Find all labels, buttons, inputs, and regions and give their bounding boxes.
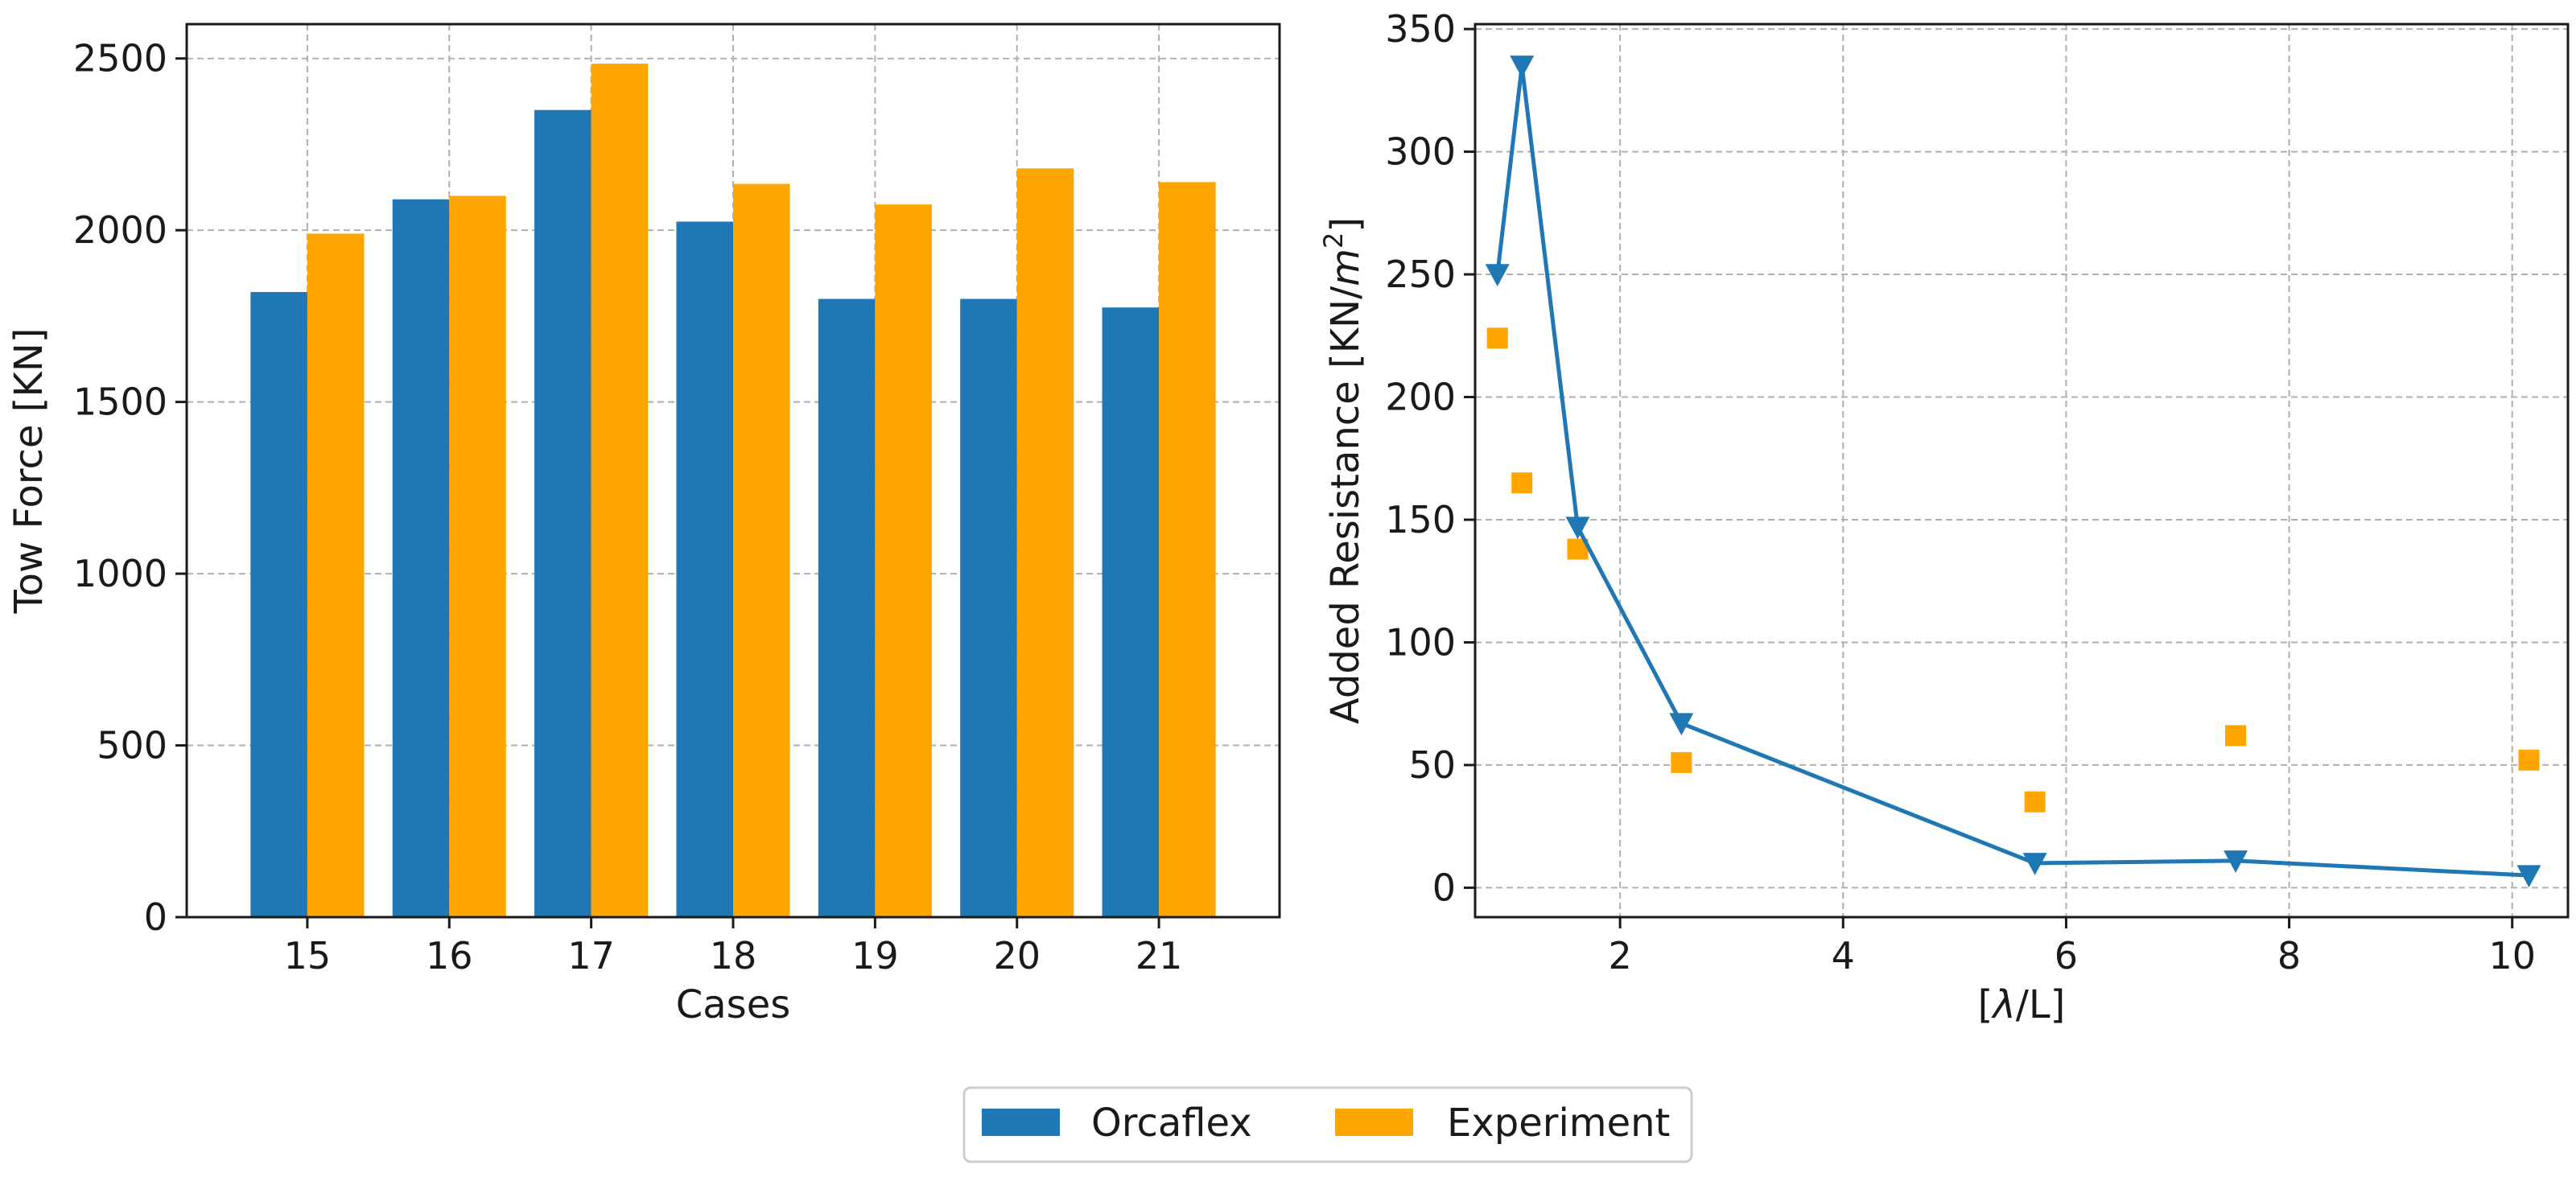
left-x-tick-label: 18 <box>710 934 757 977</box>
bar-experiment-17 <box>591 64 649 917</box>
right-y-tick-label: 150 <box>1385 498 1456 541</box>
bar-experiment-20 <box>1016 168 1074 918</box>
left-x-ticks: 15 16 17 18 19 20 21 <box>284 917 1183 977</box>
left-y-tick-label: 1500 <box>73 381 167 424</box>
right-x-ticks: 2 4 6 8 10 <box>1609 917 2536 977</box>
experiment-point <box>2518 749 2540 771</box>
legend: Orcaflex Experiment <box>962 1086 1693 1163</box>
orcaflex-point <box>1565 516 1590 540</box>
bar-experiment-19 <box>875 204 932 917</box>
right-x-tick-label: 10 <box>2488 934 2536 977</box>
orcaflex-line <box>1495 64 2529 878</box>
left-y-axis-label: Tow Force [KN] <box>6 327 52 614</box>
right-x-tick-label: 4 <box>1832 934 1855 977</box>
experiment-point <box>1486 327 1508 349</box>
bar-orcaflex-19 <box>818 298 876 917</box>
right-y-ticks: 0 50 100 150 200 250 300 350 <box>1385 7 1475 909</box>
bar-experiment-16 <box>449 195 506 917</box>
left-y-tick-label: 2500 <box>73 37 167 80</box>
right-x-label-lambda: λ <box>1990 982 2015 1027</box>
right-x-axis-label: [λ/L] <box>1978 982 2066 1027</box>
orcaflex-point <box>1485 264 1510 287</box>
legend-label-experiment: Experiment <box>1447 1101 1670 1146</box>
right-x-tick-label: 8 <box>2277 934 2301 977</box>
left-y-tick-label: 1000 <box>73 552 167 595</box>
bar-experiment-18 <box>733 183 790 917</box>
right-x-tick-label: 6 <box>2055 934 2078 977</box>
right-y-label-exp: 2 <box>1318 233 1349 249</box>
legend-frame <box>962 1086 1693 1163</box>
orcaflex-point <box>2516 865 2541 888</box>
right-y-axis-label: Added Resistance [KN/m2] <box>1318 217 1368 724</box>
bar-orcaflex-16 <box>392 199 450 917</box>
right-y-tick-label: 100 <box>1385 620 1456 664</box>
right-y-tick-label: 0 <box>1432 866 1456 909</box>
orcaflex-point <box>2224 850 2248 873</box>
right-y-label-main: Added Resistance [KN/ <box>1323 286 1368 724</box>
right-x-tick-label: 2 <box>1609 934 1632 977</box>
left-x-tick-label: 19 <box>851 934 899 977</box>
left-y-tick-label: 500 <box>97 724 167 768</box>
orcaflex-point <box>2022 853 2047 875</box>
left-x-axis-label: Cases <box>676 982 790 1027</box>
right-grid <box>1475 24 2568 917</box>
bar-orcaflex-21 <box>1102 307 1160 917</box>
right-y-label-close: ] <box>1323 217 1368 233</box>
right-y-label-m: m <box>1323 249 1368 286</box>
left-x-tick-label: 16 <box>426 934 473 977</box>
orcaflex-point <box>1510 56 1535 78</box>
bar-experiment-15 <box>307 233 365 917</box>
bar-orcaflex-18 <box>676 221 733 917</box>
tow-force-bar-chart: 0 500 1000 1500 2000 2500 15 16 17 18 19 20 21 Case… <box>6 23 1281 1027</box>
left-bars <box>250 64 1216 918</box>
bar-orcaflex-17 <box>534 109 591 917</box>
left-x-tick-label: 15 <box>284 934 332 977</box>
experiment-point <box>2024 791 2046 813</box>
legend-swatch-experiment <box>1335 1109 1413 1136</box>
added-resistance-chart: 0 50 100 150 200 250 300 350 2 4 6 8 10 [λ/L] Added… <box>1318 7 2570 1027</box>
right-x-label-prefix: [ <box>1978 982 1993 1027</box>
orcaflex-point <box>1669 713 1694 736</box>
bar-orcaflex-15 <box>250 292 307 917</box>
left-y-ticks: 0 500 1000 1500 2000 2500 <box>73 37 187 939</box>
right-plot-frame <box>1473 23 2570 919</box>
experiment-point <box>1671 751 1692 773</box>
right-x-label-suffix: /L] <box>2016 982 2066 1027</box>
left-y-tick-label: 2000 <box>73 208 167 252</box>
left-x-tick-label: 21 <box>1136 934 1183 977</box>
experiment-point <box>2225 725 2247 747</box>
right-y-tick-label: 250 <box>1385 253 1456 296</box>
right-y-tick-label: 350 <box>1385 7 1456 51</box>
left-y-tick-label: 0 <box>144 895 167 939</box>
right-series <box>1485 56 2541 888</box>
right-y-tick-label: 50 <box>1408 743 1456 787</box>
left-x-tick-label: 17 <box>567 934 615 977</box>
left-x-tick-label: 20 <box>993 934 1041 977</box>
legend-label-orcaflex: Orcaflex <box>1091 1101 1252 1146</box>
legend-swatch-orcaflex <box>982 1109 1060 1136</box>
experiment-point <box>1511 472 1533 494</box>
bar-experiment-21 <box>1159 182 1216 917</box>
right-y-tick-label: 200 <box>1385 376 1456 419</box>
bar-orcaflex-20 <box>960 298 1017 917</box>
right-y-tick-label: 300 <box>1385 130 1456 174</box>
